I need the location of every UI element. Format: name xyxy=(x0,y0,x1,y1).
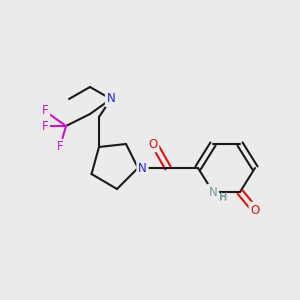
Text: N: N xyxy=(208,185,217,199)
Text: N: N xyxy=(138,161,147,175)
Text: O: O xyxy=(148,137,158,151)
Text: F: F xyxy=(57,140,63,154)
Text: F: F xyxy=(42,119,48,133)
Text: F: F xyxy=(57,140,63,154)
Text: N: N xyxy=(106,92,116,106)
Text: O: O xyxy=(250,203,260,217)
Text: N: N xyxy=(106,92,116,106)
Text: F: F xyxy=(42,119,48,133)
Text: O: O xyxy=(148,137,158,151)
Text: F: F xyxy=(42,104,48,118)
Text: F: F xyxy=(42,104,48,118)
Text: H: H xyxy=(219,193,227,203)
Text: N: N xyxy=(208,185,217,199)
Text: H: H xyxy=(220,192,227,203)
Text: O: O xyxy=(250,203,260,217)
Text: N: N xyxy=(138,161,147,175)
